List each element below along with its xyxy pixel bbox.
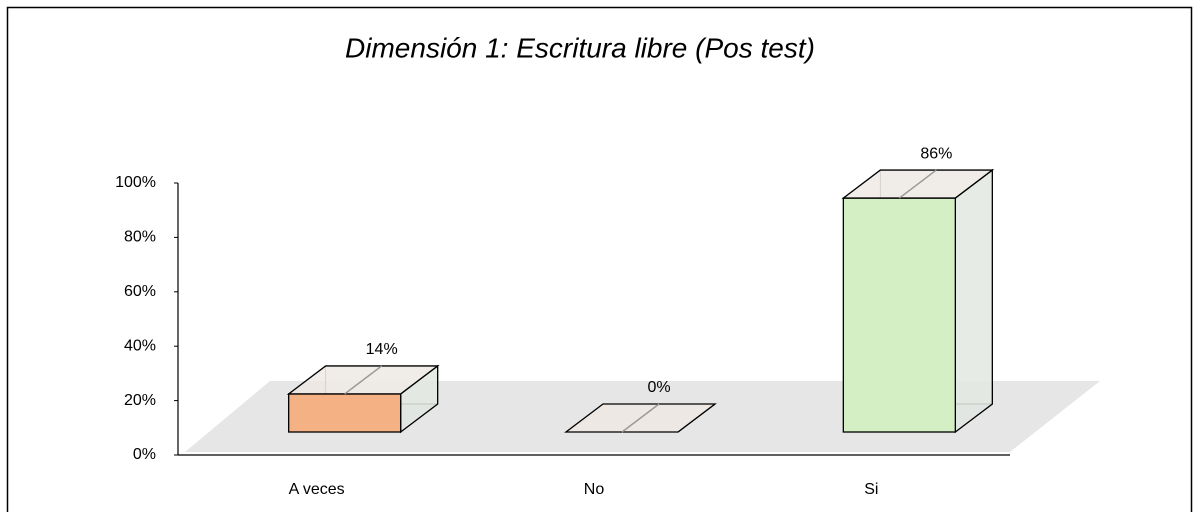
y-tick-label: 0% (133, 446, 156, 463)
bar-shine (344, 365, 383, 395)
x-tick-label: No (584, 481, 605, 498)
bar-shine (621, 403, 660, 433)
bar-side (954, 168, 993, 434)
x-tick-label: A veces (289, 481, 345, 498)
y-tick-label: 100% (115, 174, 156, 191)
y-tick-label: 20% (124, 392, 156, 409)
data-label: 0% (647, 379, 670, 396)
y-tick-label: 40% (124, 337, 156, 354)
y-tick-label: 80% (124, 229, 156, 246)
bar (842, 197, 956, 433)
bar (288, 393, 402, 433)
chart-title: Dimensión 1: Escritura libre (Pos test) (345, 32, 815, 63)
y-tick-label: 60% (124, 283, 156, 300)
bar-shine (898, 169, 937, 199)
data-label: 86% (920, 145, 952, 162)
data-label: 14% (366, 341, 398, 358)
x-tick-label: Si (864, 481, 878, 498)
